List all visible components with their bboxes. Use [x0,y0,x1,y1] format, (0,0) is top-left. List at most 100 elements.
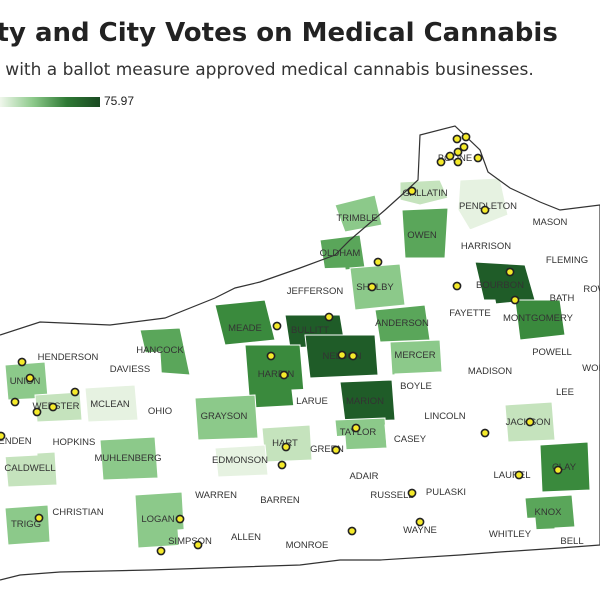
county-mclean[interactable] [84,384,139,423]
city-marker-39[interactable] [347,526,357,536]
city-marker-43[interactable] [156,546,166,556]
city-marker-33[interactable] [480,428,490,438]
county-label-clay: CLAY [552,462,577,473]
city-marker-29[interactable] [281,442,291,452]
city-marker-2[interactable] [461,132,471,142]
county-label-row: ROW [583,284,600,295]
county-laurel[interactable] [489,454,539,498]
county-wol[interactable] [579,353,600,384]
city-marker-8[interactable] [473,153,483,163]
city-marker-3[interactable] [459,142,469,152]
city-marker-35[interactable] [553,465,563,475]
county-monroe[interactable] [284,529,333,563]
county-shelby[interactable] [349,263,406,311]
city-marker-7[interactable] [436,157,446,167]
county-label-bourbon: BOURBON [476,280,524,291]
county-caldwell[interactable] [4,451,58,488]
city-marker-32[interactable] [351,423,361,433]
county-label-lincoln: LINCOLN [424,411,465,422]
county-russell[interactable] [369,479,419,513]
city-marker-12[interactable] [367,282,377,292]
county-muhlenberg[interactable] [99,436,159,481]
county-label-adair: ADAIR [349,471,378,482]
county-label-laurel: LAUREL [494,470,531,481]
city-marker-11[interactable] [373,257,383,267]
city-marker-4[interactable] [453,147,463,157]
county-bell[interactable] [554,525,593,558]
county-meade[interactable] [214,299,276,346]
city-marker-26[interactable] [48,402,58,412]
county-label-mclean: MCLEAN [90,399,130,410]
city-marker-17[interactable] [272,321,282,331]
county-allen[interactable] [224,521,273,556]
county-ohio[interactable] [139,387,189,435]
county-label-wol: WOL [582,363,600,374]
city-marker-19[interactable] [348,351,358,361]
city-marker-13[interactable] [452,281,462,291]
county-label-knox: KNOX [535,507,563,518]
city-marker-27[interactable] [70,387,80,397]
county-label-lee: LEE [556,387,574,398]
county-larue[interactable] [291,387,338,418]
city-marker-34[interactable] [525,417,535,427]
county-casey[interactable] [384,421,439,459]
county-warren[interactable] [189,477,246,515]
county-harrison[interactable] [449,224,516,263]
county-marion[interactable] [339,379,396,423]
county-montgomery[interactable] [514,299,566,341]
city-marker-20[interactable] [266,351,276,361]
city-marker-18[interactable] [337,350,347,360]
county-madison[interactable] [459,344,526,396]
city-marker-1[interactable] [452,134,462,144]
city-marker-10[interactable] [480,205,490,215]
county-jefferson[interactable] [279,267,351,316]
county-label-hardin: HARDIN [258,369,295,380]
city-marker-15[interactable] [510,295,520,305]
city-marker-41[interactable] [175,514,185,524]
county-wayne[interactable] [397,514,449,551]
county-label-henderson: HENDERSON [38,352,99,363]
state-outline [0,125,600,581]
county-label-ohio: OHIO [148,406,172,417]
city-marker-5[interactable] [445,151,455,161]
city-marker-22[interactable] [17,357,27,367]
counties-layer [0,129,600,563]
county-enden[interactable] [0,425,38,458]
county-label-larue: LARUE [296,396,328,407]
county-owen[interactable] [401,207,449,259]
city-marker-14[interactable] [505,267,515,277]
county-mason[interactable] [519,204,576,241]
city-marker-37[interactable] [407,488,417,498]
city-marker-25[interactable] [32,407,42,417]
city-marker-31[interactable] [331,445,341,455]
county-fayette[interactable] [444,299,501,331]
city-marker-21[interactable] [279,370,289,380]
city-marker-36[interactable] [514,470,524,480]
city-marker-16[interactable] [324,312,334,322]
county-pendleton[interactable] [457,177,509,231]
city-marker-42[interactable] [193,540,203,550]
county-grayson[interactable] [194,394,259,441]
county-christian[interactable] [49,491,109,536]
county-barren[interactable] [259,479,306,521]
city-marker-23[interactable] [25,373,35,383]
city-marker-30[interactable] [277,460,287,470]
county-lee[interactable] [544,377,593,408]
county-labels-layer: BOONE GALLATIN PENDLETON MASON TRIMBLE OWEN HA… [0,153,600,551]
county-simpson[interactable] [177,527,208,558]
county-label-trimble: TRIMBLE [336,213,377,224]
county-edmonson[interactable] [214,444,269,478]
city-marker-28[interactable] [0,431,6,441]
county-mercer[interactable] [389,339,443,376]
county-label-harrison: HARRISON [461,241,511,252]
county-powell[interactable] [529,336,576,368]
county-label-logan: LOGAN [141,514,174,525]
county-daviess[interactable] [104,351,163,389]
city-marker-9[interactable] [407,186,417,196]
city-marker-24[interactable] [10,397,20,407]
city-marker-38[interactable] [415,517,425,527]
county-clay[interactable] [539,441,591,493]
county-label-montgomery: MONTGOMERY [503,313,574,324]
city-marker-6[interactable] [453,157,463,167]
city-marker-40[interactable] [34,513,44,523]
